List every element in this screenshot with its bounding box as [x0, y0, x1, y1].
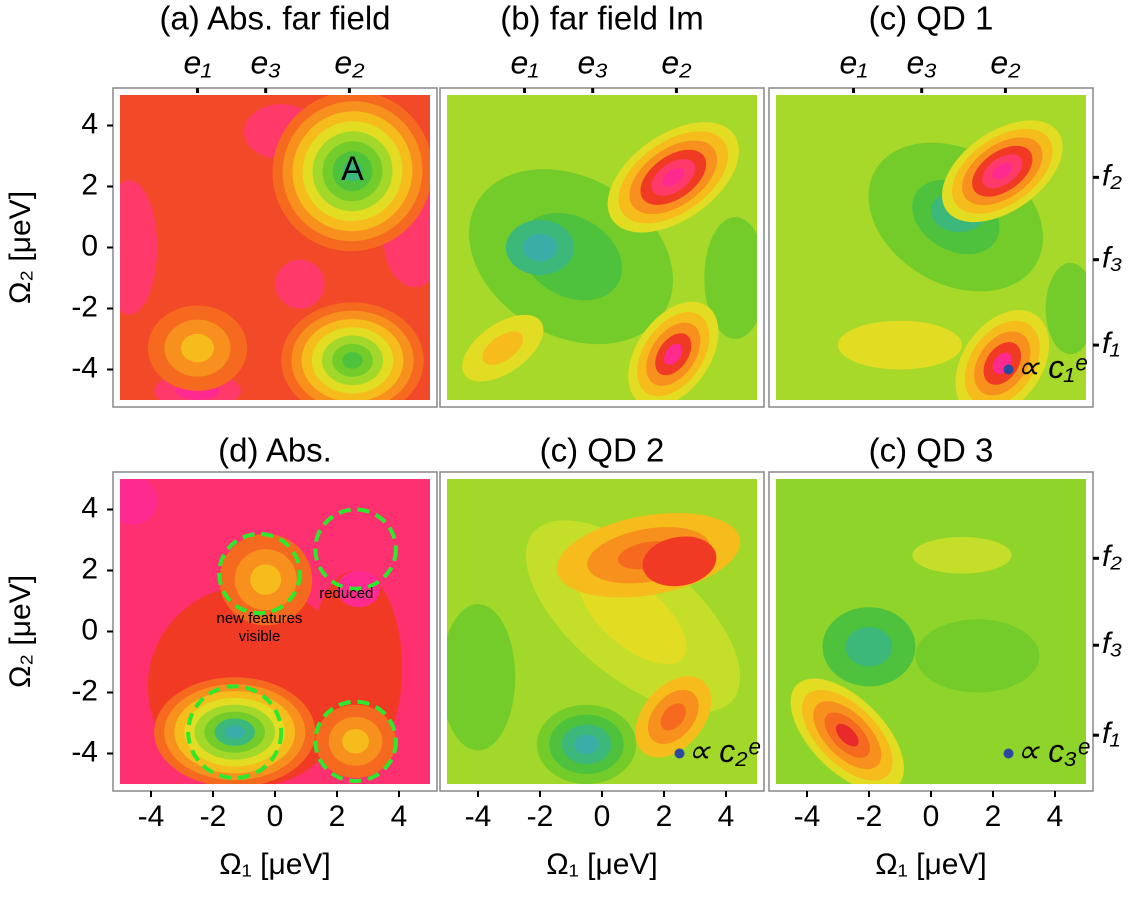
highlight-circle: [313, 507, 398, 591]
x-tick-label: 4: [718, 800, 735, 833]
y-tick-label: 0: [81, 229, 98, 262]
right-tick-label: f₂: [1102, 540, 1122, 573]
contour-field: [776, 95, 1086, 400]
panel-title: (c) QD 3: [869, 432, 994, 469]
contour-level: [447, 604, 516, 751]
contour-level: [482, 331, 524, 365]
x-tick-label: 2: [656, 800, 673, 833]
right-tick-label: f₂: [1102, 159, 1122, 192]
top-tick-label: e₂: [661, 44, 691, 80]
contour-field: [776, 479, 1086, 784]
x-tick-label: -2: [856, 800, 883, 833]
x-tick-label: -2: [527, 800, 554, 833]
contour-level: [704, 217, 757, 339]
right-tick-label: f₃: [1102, 242, 1122, 275]
y-tick-label: 4: [81, 491, 98, 524]
marker-dot: [1003, 364, 1014, 375]
contour-level: [250, 564, 282, 595]
contour-level: [845, 626, 893, 667]
y-axis-label: Ω₂ [μeV]: [4, 575, 37, 688]
contour-field: [120, 95, 430, 400]
contour-level: [342, 352, 363, 369]
annotation: reduced: [319, 585, 374, 603]
x-tick-label: 0: [267, 800, 284, 833]
panel-title: (b) far field Im: [500, 0, 704, 37]
annotation: ∝ c₁ᵉ: [1017, 349, 1088, 385]
right-tick-label: f₁: [1102, 717, 1120, 750]
x-tick-label: 4: [391, 800, 408, 833]
y-tick-label: -4: [71, 735, 98, 768]
annotation: new features visible: [216, 609, 303, 645]
x-tick-label: -4: [794, 800, 821, 833]
top-tick-label: e₁: [511, 44, 539, 80]
y-tick-label: 2: [81, 168, 98, 201]
contour-level: [660, 703, 686, 731]
marker-dot: [674, 748, 685, 759]
x-tick-label: 2: [985, 800, 1002, 833]
top-tick-label: e₁: [840, 44, 868, 80]
contour-level: [664, 343, 683, 365]
panel-title: (c) QD 1: [869, 0, 994, 37]
contour-level: [522, 233, 558, 262]
contour-level: [120, 479, 158, 525]
highlight-circle: [313, 699, 398, 783]
panel-title: (d) Abs.: [218, 432, 332, 469]
x-tick-label: -4: [138, 800, 165, 833]
right-tick-label: f₃: [1102, 627, 1122, 660]
y-tick-label: 4: [81, 107, 98, 140]
contour-level: [574, 734, 599, 755]
contour-level: [912, 536, 1012, 574]
top-tick-label: e₂: [334, 44, 364, 80]
x-tick-label: 0: [594, 800, 611, 833]
annotation-text: new features visible: [216, 609, 303, 645]
x-tick-label: 0: [923, 800, 940, 833]
top-tick-label: e₃: [250, 44, 280, 80]
highlight-circle: [186, 684, 284, 780]
panel-title: (c) QD 2: [540, 432, 665, 469]
x-axis-label: Ω₁ [μeV]: [546, 848, 658, 881]
annotation: A: [341, 150, 364, 188]
x-tick-label: -2: [200, 800, 227, 833]
top-tick-label: e₃: [906, 44, 936, 80]
x-tick-label: 4: [1047, 800, 1064, 833]
contour-level: [835, 723, 859, 747]
x-axis-label: Ω₁ [μeV]: [219, 848, 331, 881]
contour-level: [838, 320, 962, 370]
contour-level: [642, 536, 717, 587]
contour-field: [447, 479, 757, 784]
right-tick-label: f₁: [1102, 327, 1120, 360]
contour-level: [180, 333, 215, 363]
contour-level: [992, 162, 1013, 180]
contour-field: [120, 479, 430, 784]
contour-level: [915, 619, 1040, 693]
contour-level: [342, 729, 370, 754]
y-tick-label: 2: [81, 552, 98, 585]
highlight-circle: [217, 531, 302, 616]
x-tick-label: 2: [329, 800, 346, 833]
y-axis-label: Ω₂ [μeV]: [4, 191, 37, 304]
x-axis-label: Ω₁ [μeV]: [875, 848, 987, 881]
top-tick-label: e₃: [577, 44, 607, 80]
panel-title: (a) Abs. far field: [159, 0, 390, 37]
y-tick-label: 0: [81, 613, 98, 646]
contour-level: [1045, 262, 1086, 355]
top-tick-label: e₁: [184, 44, 212, 80]
x-tick-label: -4: [465, 800, 492, 833]
contour-level: [275, 259, 325, 309]
annotation-text: reduced: [319, 585, 374, 603]
annotation: ∝ c₃ᵉ: [1017, 733, 1090, 769]
contour-field: [447, 95, 757, 400]
annotation: ∝ c₂ᵉ: [688, 733, 761, 769]
y-tick-label: -2: [71, 290, 98, 323]
contour-level: [342, 161, 363, 182]
marker-dot: [1003, 748, 1014, 759]
y-tick-label: -2: [71, 674, 98, 707]
contour-level: [120, 180, 158, 315]
contour-level: [224, 725, 245, 740]
contour-level: [662, 168, 685, 187]
top-tick-label: e₂: [990, 44, 1020, 80]
y-tick-label: -4: [71, 351, 98, 384]
